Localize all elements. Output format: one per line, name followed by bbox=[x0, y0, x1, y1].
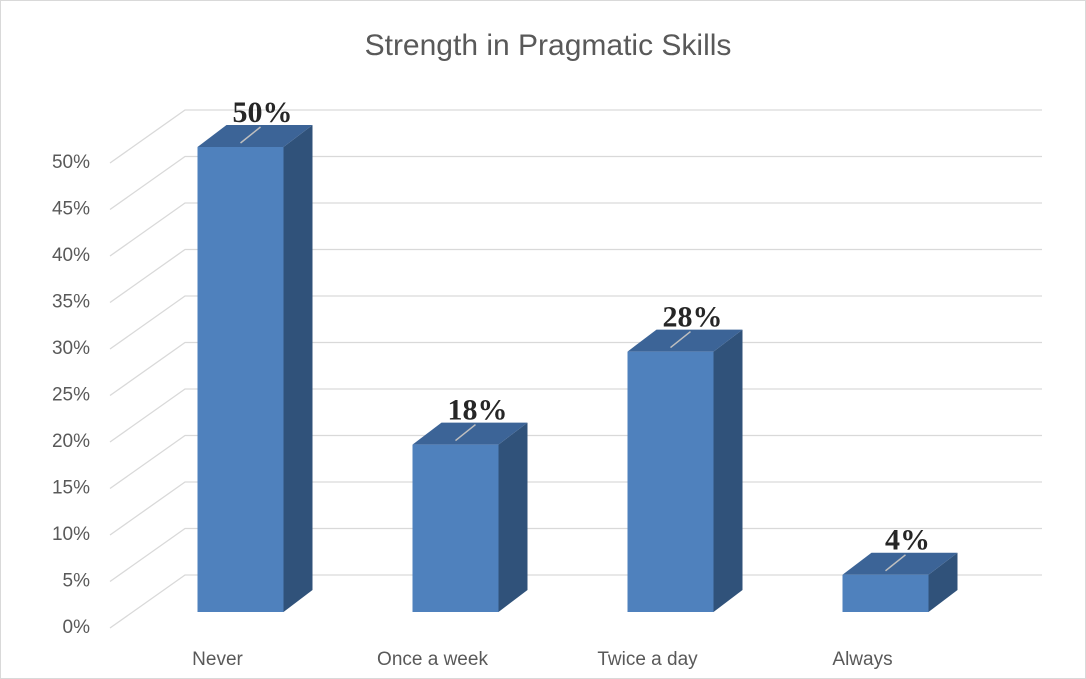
grid-line bbox=[109, 202, 1042, 257]
y-tick-label: 45% bbox=[52, 199, 90, 220]
y-tick-label: 15% bbox=[52, 478, 90, 499]
grid-line bbox=[109, 388, 1042, 443]
bar bbox=[627, 329, 743, 612]
y-tick-label: 20% bbox=[52, 431, 90, 452]
grid-line bbox=[109, 341, 1042, 397]
y-tick-label: 40% bbox=[52, 245, 90, 266]
x-tick-label: Once a week bbox=[377, 649, 488, 670]
grid-line bbox=[109, 109, 1042, 164]
bar-front bbox=[412, 444, 499, 612]
y-tick-label: 50% bbox=[52, 152, 90, 173]
grid-line bbox=[109, 155, 1042, 211]
bar-front bbox=[842, 574, 929, 612]
value-label: 4% bbox=[885, 524, 930, 557]
bar-side bbox=[928, 552, 958, 612]
leader-line bbox=[670, 331, 691, 349]
bar-side bbox=[713, 329, 743, 612]
leader-line bbox=[885, 554, 906, 572]
x-tick-label: Twice a day bbox=[597, 649, 698, 670]
bar-side bbox=[283, 125, 313, 612]
value-label: 18% bbox=[448, 393, 508, 426]
bar bbox=[842, 552, 958, 612]
bar-top bbox=[627, 329, 743, 352]
leader-line bbox=[455, 424, 476, 442]
y-tick-label: 0% bbox=[63, 617, 91, 638]
x-tick-label: Never bbox=[192, 649, 243, 670]
x-tick-label: Always bbox=[832, 649, 892, 670]
chart-title: Strength in Pragmatic Skills bbox=[365, 29, 732, 62]
grid-line bbox=[109, 248, 1042, 304]
value-label: 50% bbox=[233, 96, 293, 129]
bar-front bbox=[627, 351, 714, 612]
leader-line bbox=[240, 126, 261, 144]
y-tick-label: 35% bbox=[52, 292, 90, 313]
grid-line bbox=[109, 295, 1042, 350]
grid-line bbox=[109, 434, 1042, 490]
y-tick-label: 30% bbox=[52, 338, 90, 359]
bar-top bbox=[412, 422, 528, 445]
grid-line bbox=[109, 574, 1042, 629]
bar-top bbox=[842, 552, 958, 575]
y-tick-label: 5% bbox=[63, 571, 91, 592]
bar bbox=[197, 125, 313, 612]
bar-side bbox=[498, 422, 528, 612]
y-tick-label: 10% bbox=[52, 524, 90, 545]
grid-line bbox=[109, 527, 1042, 583]
y-tick-label: 25% bbox=[52, 385, 90, 406]
grid-line bbox=[109, 481, 1042, 536]
bar bbox=[412, 422, 528, 612]
bar-top bbox=[197, 125, 313, 147]
value-label: 28% bbox=[663, 300, 723, 333]
bar-front bbox=[197, 147, 284, 612]
